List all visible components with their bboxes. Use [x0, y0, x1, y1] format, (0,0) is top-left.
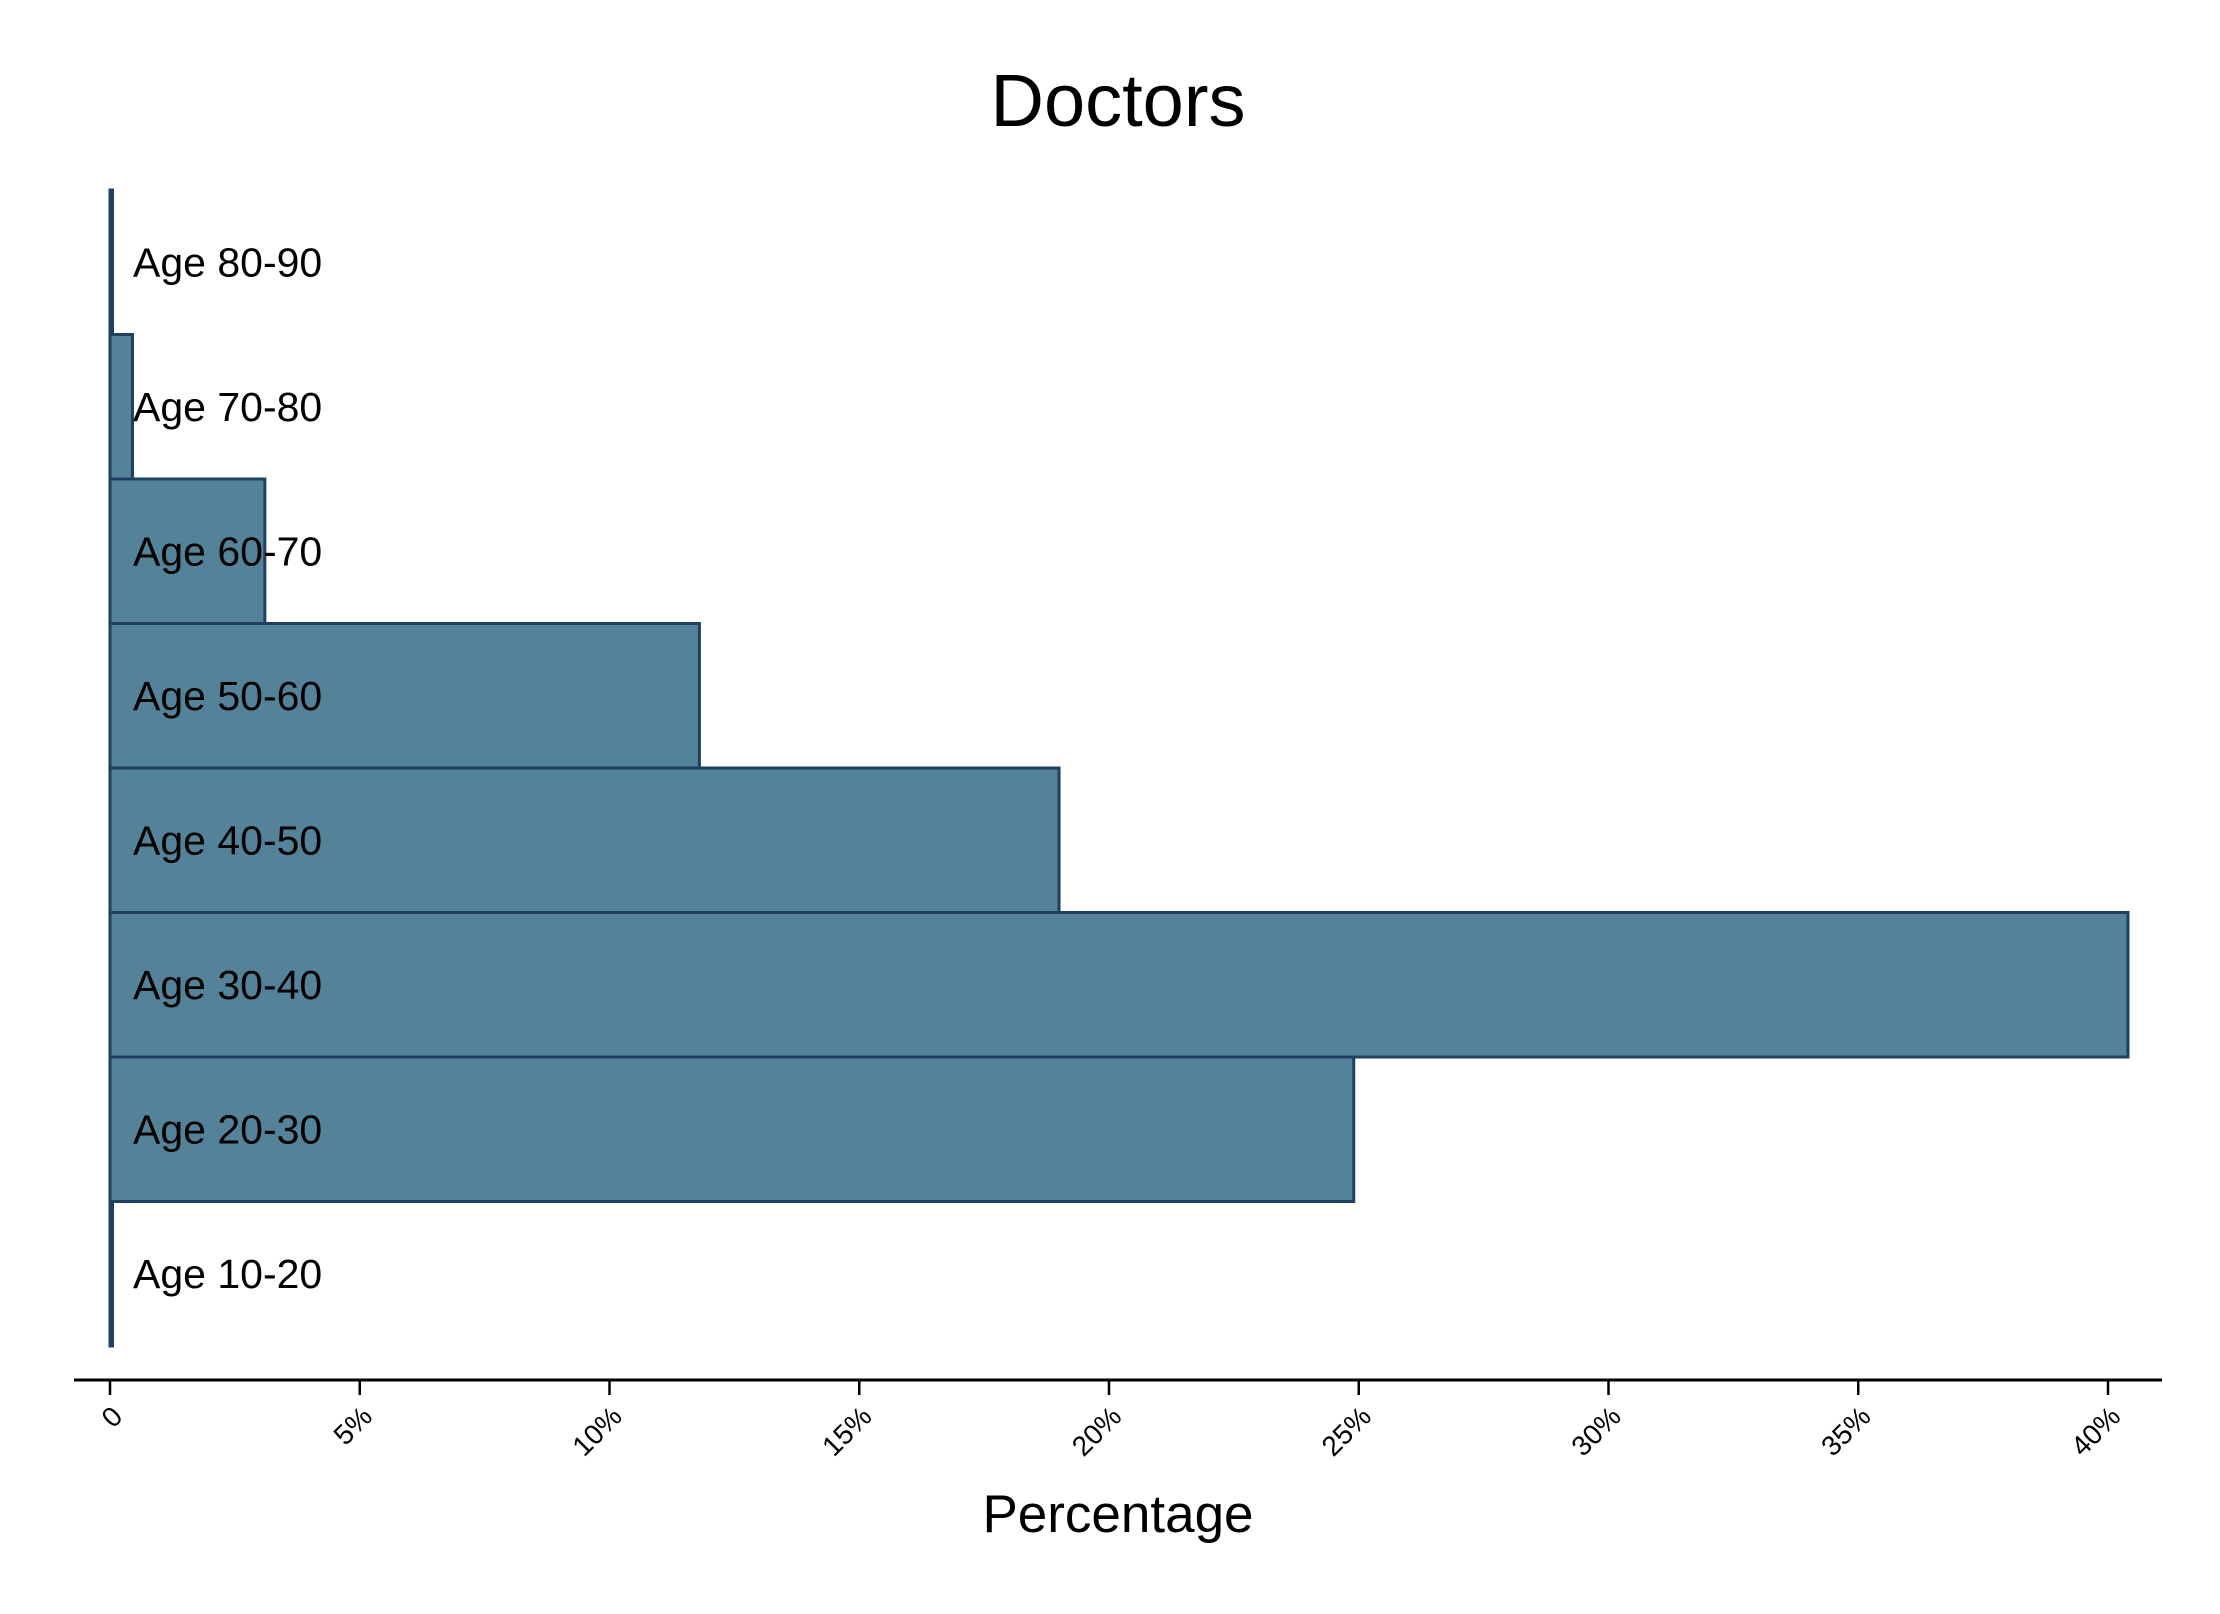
- bar-age-50-60: [108, 622, 701, 770]
- bar-label: Age 10-20: [133, 1251, 322, 1297]
- x-tick-label: 15%: [816, 1400, 878, 1462]
- bar-age-30-40: [108, 911, 2130, 1059]
- bar-age-80-90: [108, 188, 114, 336]
- bar-age-10-20: [108, 1200, 114, 1348]
- bar-label: Age 20-30: [133, 1106, 322, 1152]
- x-tick-label: 35%: [1815, 1400, 1877, 1462]
- x-tick-label: 25%: [1316, 1400, 1378, 1462]
- bar-label: Age 50-60: [133, 673, 322, 719]
- bars-layer: [108, 188, 2130, 1348]
- x-tick-label: 10%: [566, 1400, 628, 1462]
- bar-age-70-80: [108, 333, 134, 481]
- bar-age-60-70: [108, 477, 267, 625]
- bar-label: Age 80-90: [133, 239, 322, 285]
- x-axis-label: Percentage: [982, 1485, 1253, 1544]
- x-ticks-layer: 0 5% 10% 15% 20% 25% 30% 35% 40%: [95, 1380, 2126, 1462]
- bar-label: Age 30-40: [133, 962, 322, 1008]
- bar-label: Age 40-50: [133, 817, 322, 863]
- x-tick-label: 40%: [2065, 1400, 2127, 1462]
- x-tick-label: 0: [95, 1400, 128, 1433]
- bar-age-20-30: [108, 1055, 1356, 1203]
- bar-label: Age 70-80: [133, 384, 322, 430]
- bar-label: Age 60-70: [133, 528, 322, 574]
- chart-title: Doctors: [991, 59, 1246, 142]
- bar-age-40-50: [108, 766, 1061, 914]
- x-tick-label: 30%: [1565, 1400, 1627, 1462]
- bar-labels-layer: Age 10-20 Age 20-30 Age 30-40 Age 40-50 Age …: [133, 239, 322, 1297]
- x-tick-label: 20%: [1066, 1400, 1128, 1462]
- x-tick-label: 5%: [328, 1400, 379, 1451]
